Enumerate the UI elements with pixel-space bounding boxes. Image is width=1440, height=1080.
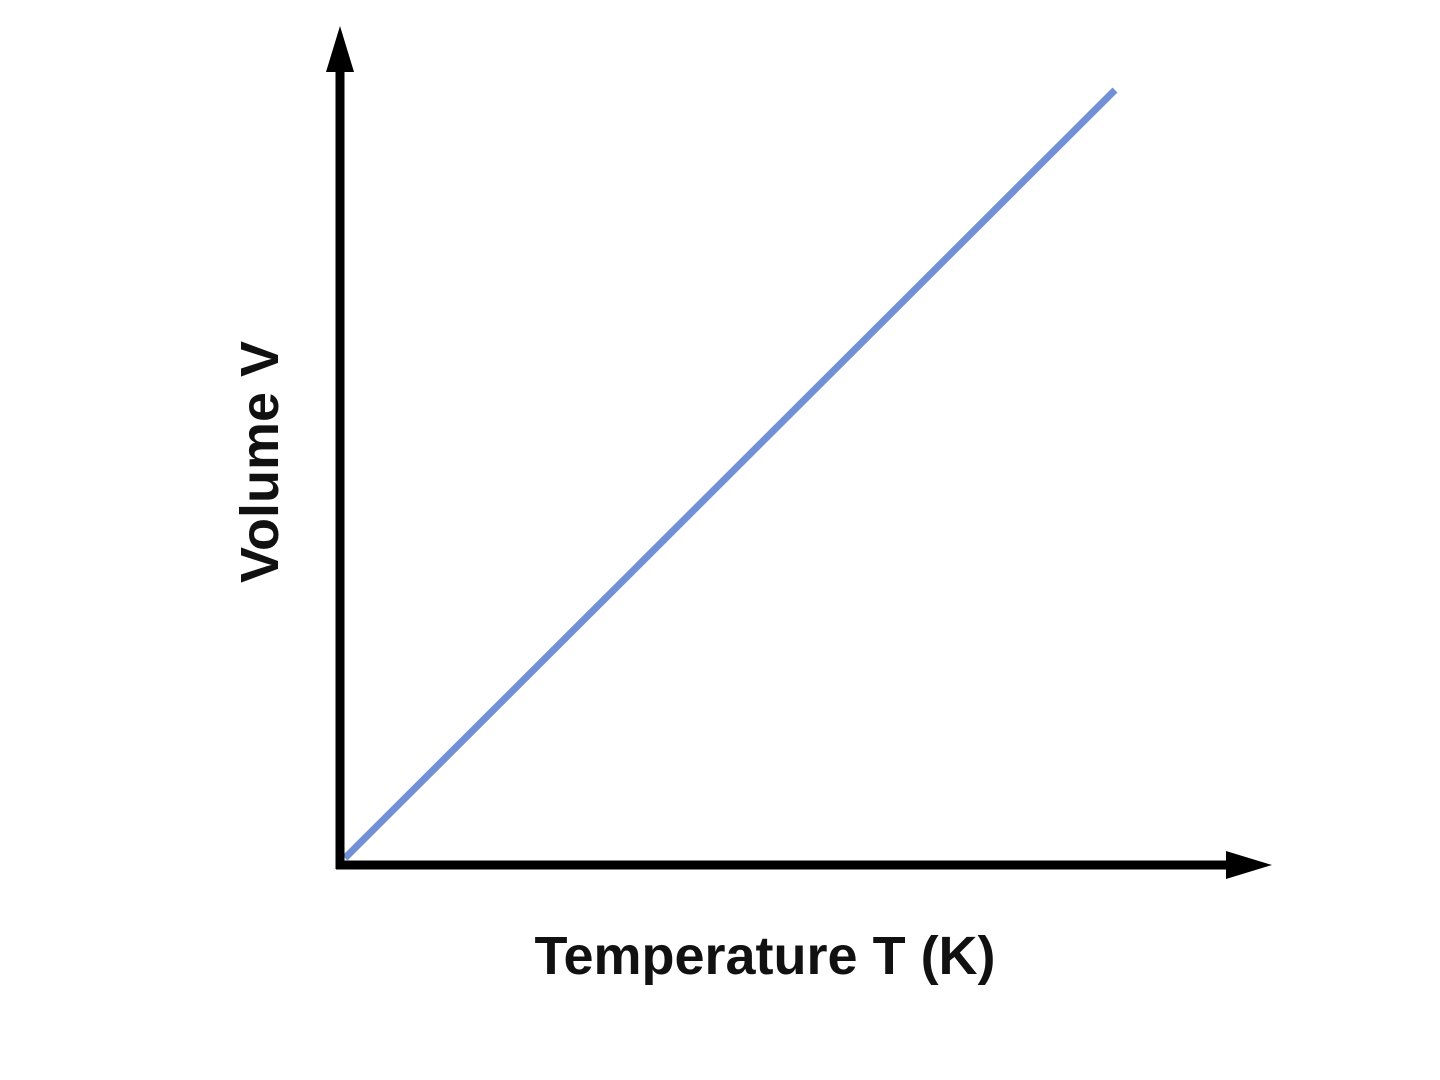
y-axis-label: Volume V: [230, 341, 290, 583]
x-axis-arrow: [1226, 851, 1272, 879]
y-axis-arrow: [326, 26, 354, 72]
x-axis-label: Temperature T (K): [534, 926, 995, 986]
trend-line: [342, 87, 1118, 861]
